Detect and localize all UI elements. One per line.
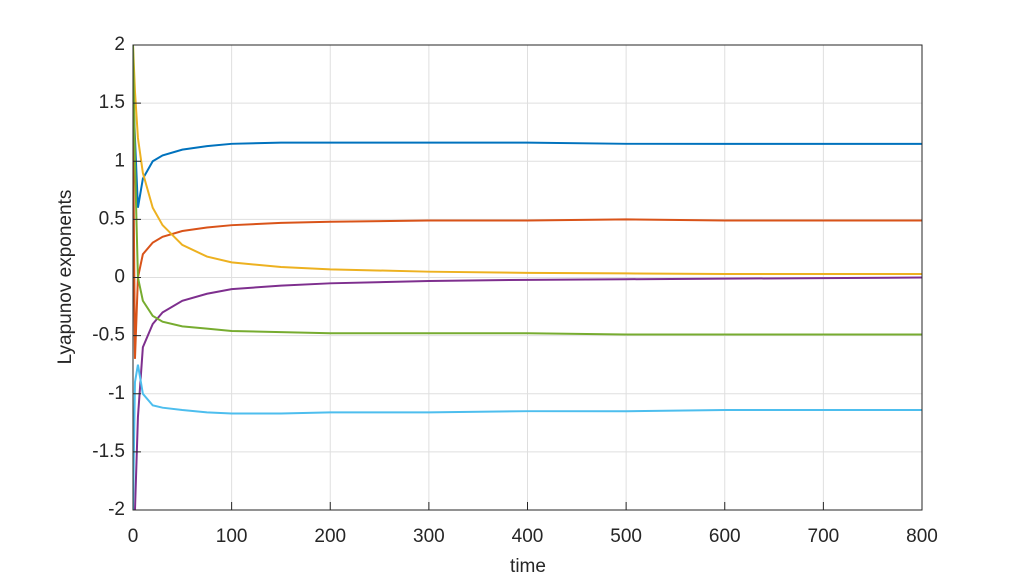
x-tick-label: 100 <box>216 526 248 547</box>
series-line <box>133 91 922 208</box>
y-tick-label: -0.5 <box>92 325 125 346</box>
series-line <box>133 114 922 359</box>
x-tick-label: 200 <box>314 526 346 547</box>
y-tick-label: 0 <box>114 267 125 288</box>
y-tick-label: 0.5 <box>99 208 125 229</box>
series-line <box>133 45 922 336</box>
x-axis-label: time <box>510 556 546 577</box>
x-tick-label: 400 <box>512 526 544 547</box>
y-axis-label: Lyapunov exponents <box>55 190 76 365</box>
x-tick-label: 500 <box>610 526 642 547</box>
y-tick-label: 2 <box>114 34 125 55</box>
y-tick-label: -2 <box>108 499 125 520</box>
x-tick-label: 600 <box>709 526 741 547</box>
y-tick-label: 1 <box>114 150 125 171</box>
series-line <box>133 276 922 510</box>
series-line <box>133 364 922 510</box>
x-tick-label: 700 <box>808 526 840 547</box>
series-line <box>133 45 922 276</box>
y-tick-label: 1.5 <box>99 92 125 113</box>
y-tick-label: -1.5 <box>92 441 125 462</box>
x-tick-label: 0 <box>128 526 139 547</box>
x-tick-label: 800 <box>906 526 938 547</box>
x-tick-label: 300 <box>413 526 445 547</box>
y-tick-label: -1 <box>108 383 125 404</box>
